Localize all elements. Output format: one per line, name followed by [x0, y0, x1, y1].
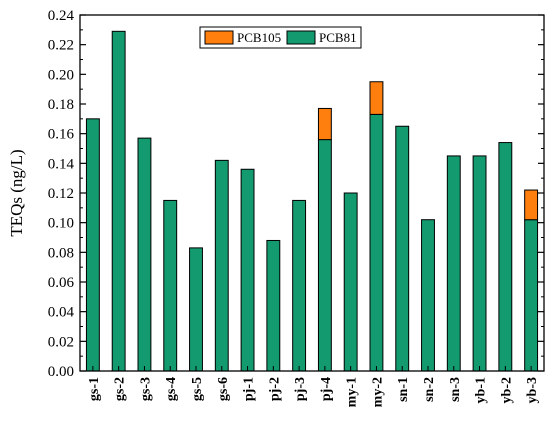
y-tick-label: 0.08	[48, 245, 74, 261]
bar-pcb81-yb-2	[498, 142, 513, 372]
legend-label-pcb105: PCB105	[237, 30, 281, 45]
legend-swatch-pcb105	[204, 30, 234, 45]
bar-pcb105-my-2	[369, 81, 384, 115]
y-tick-label: 0.02	[48, 334, 74, 350]
x-tick-label: pj-2	[267, 377, 282, 401]
y-tick-label: 0.14	[48, 156, 75, 172]
x-tick-label: gs-4	[164, 377, 179, 401]
x-tick-label: gs-5	[190, 377, 205, 401]
x-tick-label: yb-1	[474, 377, 489, 403]
bars-layer	[85, 30, 539, 372]
x-tick-label: sn-3	[448, 377, 463, 402]
bar-pcb81-my-1	[343, 192, 358, 372]
y-tick-label: 0.10	[48, 216, 74, 232]
bar-pcb81-gs-1	[85, 118, 100, 372]
bar-pcb81-gs-3	[137, 137, 152, 372]
y-tick-label: 0.06	[48, 275, 75, 291]
y-tick-label: 0.04	[48, 305, 75, 321]
bar-pcb81-gs-6	[214, 159, 229, 372]
y-tick-label: 0.22	[48, 38, 74, 54]
y-tick-label: 0.24	[48, 8, 75, 24]
bar-pcb81-sn-2	[421, 219, 435, 372]
y-tick-label: 0.00	[48, 364, 74, 380]
y-tick-label: 0.12	[48, 186, 74, 202]
bar-pcb81-gs-5	[189, 247, 203, 372]
x-tick-label: pj-1	[242, 377, 257, 401]
legend-box	[199, 26, 362, 49]
bar-pcb81-gs-4	[163, 199, 178, 372]
axes-layer: 0.00 0.02 0.04 0.06 0.08 0.10 0.12 0.14 0.16 0.18…	[48, 8, 545, 407]
y-tick-label: 0.20	[48, 67, 74, 83]
bar-pcb81-yb-3	[524, 219, 539, 372]
bar-pcb81-sn-3	[446, 155, 461, 372]
legend-swatch-pcb81	[286, 30, 316, 45]
x-tick-label: my-1	[345, 377, 360, 407]
x-tick-label: my-2	[370, 377, 385, 407]
legend-label-pcb81: PCB81	[319, 30, 357, 45]
y-axis-title: TEQs (ng/L)	[7, 149, 26, 236]
x-tick-label: gs-1	[87, 377, 102, 401]
bar-pcb81-pj-3	[292, 199, 307, 372]
x-tick-label: yb-2	[499, 377, 514, 403]
bar-pcb105-yb-3	[524, 189, 539, 221]
bar-pcb81-my-2	[369, 113, 384, 372]
y-tick-label: 0.18	[48, 97, 74, 113]
x-tick-label: gs-3	[138, 377, 153, 401]
bar-pcb81-pj-1	[240, 168, 255, 372]
legend: PCB105 PCB81	[199, 26, 362, 49]
bar-pcb105-pj-4	[317, 107, 332, 141]
bar-pcb81-pj-4	[317, 139, 332, 372]
bar-pcb81-yb-1	[472, 155, 487, 372]
x-tick-label: gs-2	[113, 377, 128, 401]
bar-pcb81-gs-2	[111, 30, 126, 372]
x-tick-label: yb-3	[525, 377, 540, 403]
bar-pcb81-pj-2	[266, 239, 281, 372]
x-tick-label: pj-3	[293, 377, 308, 401]
x-tick-label: pj-4	[319, 377, 334, 401]
bar-pcb81-sn-1	[395, 125, 410, 372]
x-tick-label: gs-6	[216, 377, 231, 401]
x-tick-label: sn-2	[422, 377, 437, 402]
y-tick-label: 0.16	[48, 127, 75, 143]
x-tick-label: sn-1	[396, 377, 411, 402]
